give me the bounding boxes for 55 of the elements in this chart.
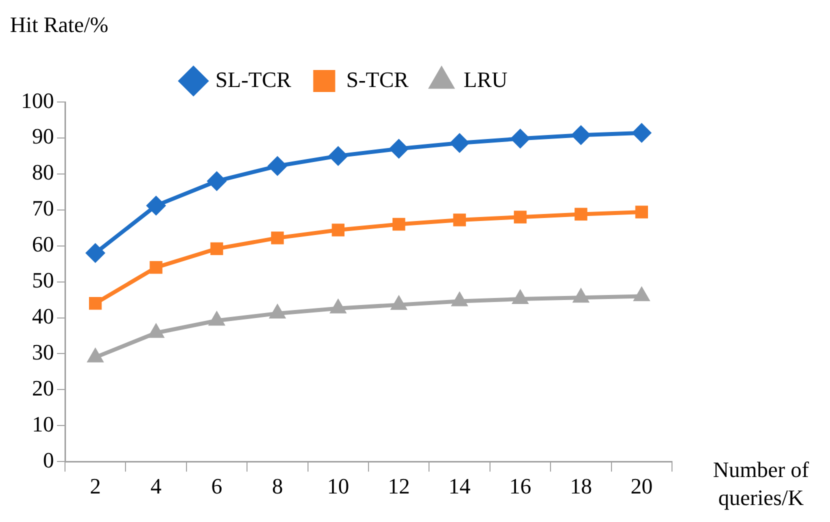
x-tick-label: 14 [448,474,471,499]
y-tick-label: 100 [21,88,54,113]
point [388,138,409,159]
point [514,210,527,224]
legend-label: SL-TCR [215,66,292,92]
x-tick-label: 8 [272,474,283,499]
point [332,224,345,236]
point [150,261,162,274]
point [512,289,529,304]
y-tick-label: 60 [32,232,54,257]
point [147,322,165,338]
point [632,286,650,302]
y-tick-label: 90 [32,124,54,149]
y-tick-label: 30 [32,340,54,364]
point [450,132,470,153]
legend-label: LRU [464,66,508,92]
y-tick-label: 40 [32,304,54,329]
y-tick-label: 50 [32,268,54,293]
y-tick-label: 20 [32,375,54,400]
point [271,232,284,244]
point [146,196,166,216]
y-tick-label: 70 [32,196,54,221]
point [329,298,347,314]
legend-label: S-TCR [346,66,409,92]
point [450,291,468,306]
x-tick-label: 12 [388,474,410,499]
y-axis-title: Hit Rate/% [10,12,108,38]
point [453,214,466,226]
point [635,206,648,218]
point [328,146,348,166]
point [267,156,288,176]
y-tick-label: 0 [43,447,54,472]
point [206,171,227,192]
x-tick-label: 20 [630,474,653,499]
x-tick-label: 2 [90,474,101,499]
x-tick-label: 16 [509,474,532,499]
point [86,347,104,362]
x-tick-label: 6 [211,474,222,499]
x-tick-label: 10 [327,474,350,499]
point [210,242,224,256]
x-tick-label: 4 [150,474,162,499]
point [392,218,406,231]
point [510,128,530,149]
y-tick-label: 80 [32,160,54,185]
point [85,243,106,264]
point [632,122,652,143]
x-axis-title: Number of queries/K [712,456,810,512]
point [570,125,591,146]
point [208,310,226,326]
point [572,288,590,303]
point [390,294,408,310]
point [574,208,588,221]
y-tick-label: 10 [32,411,54,436]
point [268,303,286,318]
x-tick-label: 18 [570,474,592,499]
